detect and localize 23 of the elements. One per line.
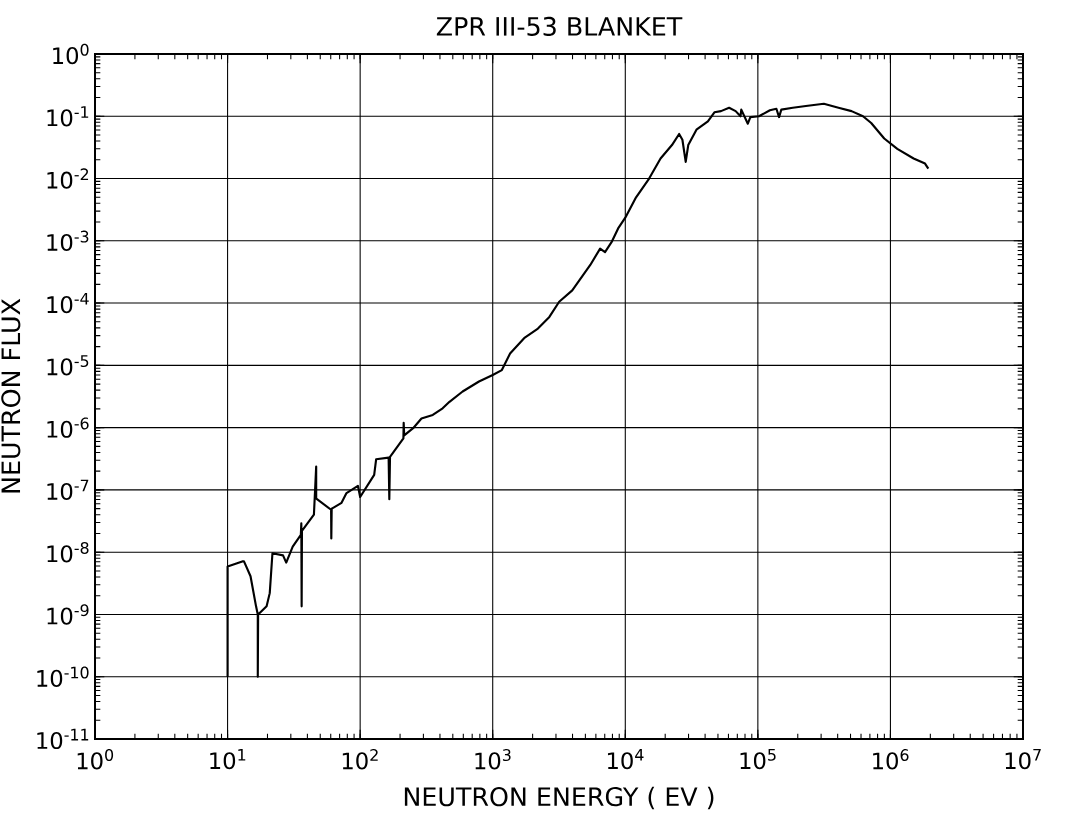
y-tick-label: 10$^{-2}$ [47, 168, 89, 189]
x-tick-label: 10$^{4}$ [607, 749, 644, 770]
y-tick-label: 10$^{0}$ [53, 43, 89, 65]
y-tick-label: 10$^{-8}$ [47, 541, 89, 563]
y-tick-label: 10$^{-4}$ [47, 292, 89, 314]
x-tick-label: 10$^{7}$ [1005, 749, 1041, 770]
x-axis-title: NEUTRON ENERGY ( EV ) [404, 786, 714, 810]
x-tick-label: 10$^{3}$ [475, 749, 511, 770]
y-tick-label: 10$^{-7}$ [47, 479, 89, 501]
x-tick-label: 10$^{6}$ [873, 749, 909, 770]
y-axis-title: NEUTRON FLUX [1, 298, 21, 493]
y-tick-label: 10$^{-6}$ [47, 417, 89, 438]
x-tick-label: 10$^{0}$ [77, 749, 114, 770]
y-tick-label: 10$^{-9}$ [47, 604, 89, 625]
y-tick-label: 10$^{-5}$ [47, 355, 89, 376]
x-tick-label: 10$^{2}$ [342, 749, 378, 770]
y-tick-label: 10$^{-3}$ [47, 230, 89, 252]
x-tick-label: 10$^{5}$ [740, 749, 776, 770]
chart-title: ZPR III-53 BLANKET [436, 16, 683, 36]
y-tick-label: 10$^{-1}$ [47, 106, 89, 127]
x-tick-label: 10$^{1}$ [210, 749, 246, 770]
y-tick-label: 10$^{-10}$ [37, 666, 89, 687]
y-tick-label: 10$^{-11}$ [37, 728, 89, 750]
